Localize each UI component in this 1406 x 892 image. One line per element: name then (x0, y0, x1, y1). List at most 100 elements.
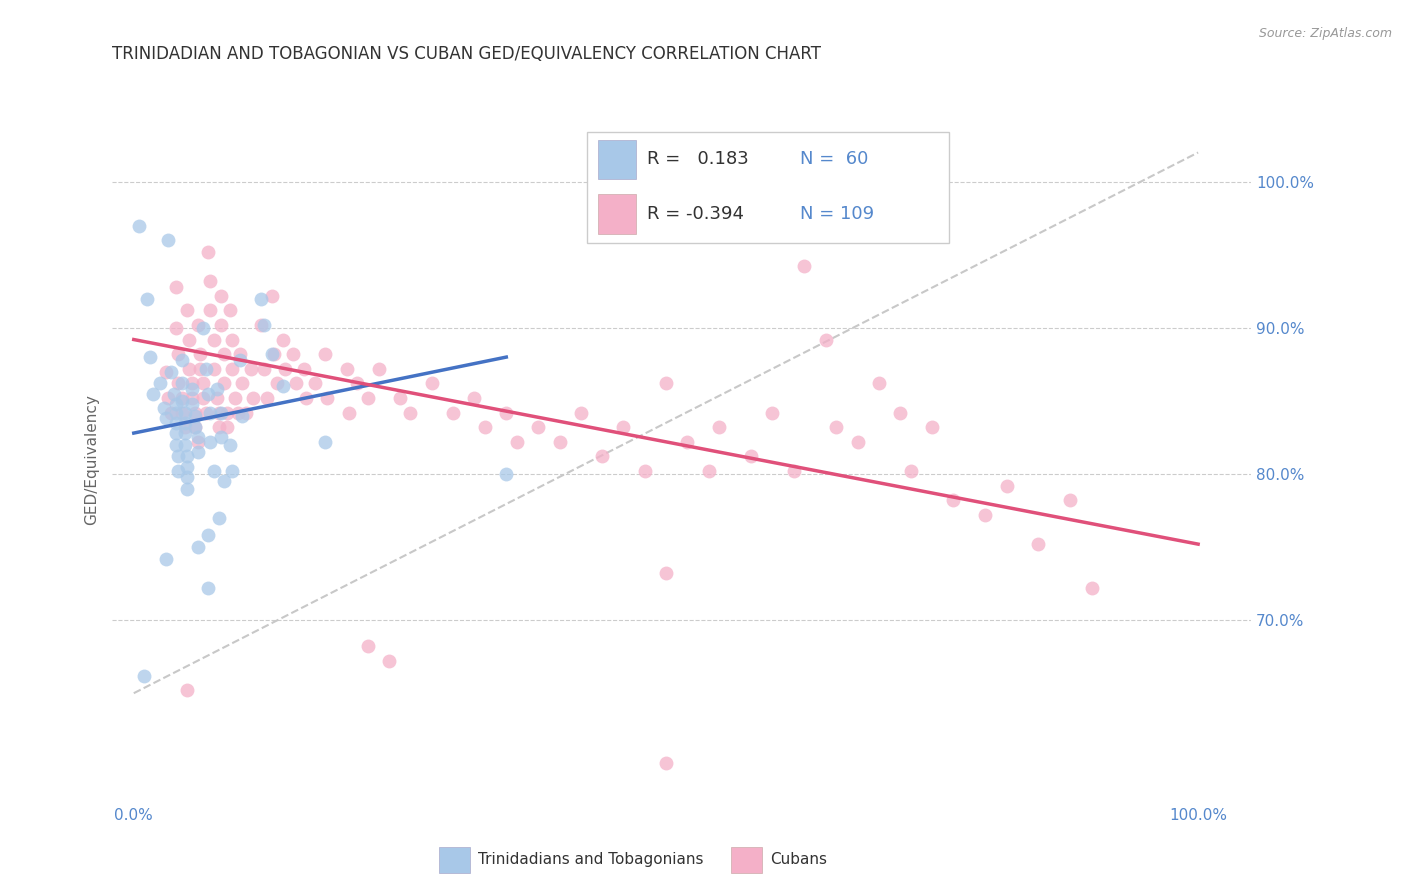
Point (179, 361, 201, 376)
Point (181, 391, 204, 405)
Point (200, 406, 222, 420)
Point (846, 434, 869, 449)
Point (176, 683, 198, 698)
Point (167, 376, 190, 391)
Point (974, 508, 997, 522)
Point (495, 406, 517, 420)
Point (173, 416, 195, 430)
Bar (439, 847, 470, 873)
Point (399, 406, 422, 420)
Point (212, 347, 235, 361)
Point (173, 438, 195, 452)
Point (495, 467, 517, 481)
Point (314, 347, 336, 361)
Point (262, 347, 284, 361)
Point (191, 321, 214, 335)
Point (221, 333, 243, 347)
Point (235, 406, 257, 420)
Point (221, 464, 243, 478)
Point (173, 426, 195, 441)
Point (176, 482, 198, 496)
Point (181, 397, 204, 411)
Point (208, 406, 231, 420)
Point (262, 289, 284, 303)
Point (271, 379, 294, 393)
Point (591, 450, 613, 464)
Point (163, 386, 186, 401)
Point (217, 420, 239, 434)
Point (208, 420, 231, 434)
Point (173, 420, 195, 434)
Point (676, 434, 699, 449)
Point (176, 470, 198, 484)
Point (218, 303, 240, 318)
Point (165, 438, 187, 452)
Point (165, 280, 187, 294)
Point (184, 420, 207, 434)
Point (231, 376, 253, 391)
Point (209, 430, 232, 444)
Point (346, 376, 368, 391)
Point (271, 333, 294, 347)
Point (205, 382, 228, 396)
Point (995, 478, 1018, 492)
Point (1080, 581, 1102, 595)
Point (187, 434, 209, 449)
Point (263, 347, 285, 361)
Point (165, 406, 187, 420)
Point (187, 540, 209, 554)
Y-axis label: GED/Equivalency: GED/Equivalency (84, 394, 100, 524)
Point (256, 391, 278, 405)
Point (170, 376, 193, 391)
Point (224, 391, 246, 405)
Point (655, 566, 678, 581)
Point (170, 393, 193, 408)
Point (868, 376, 890, 391)
Point (367, 361, 389, 376)
Point (697, 464, 720, 478)
Point (200, 303, 222, 318)
Point (197, 528, 219, 542)
Point (167, 464, 190, 478)
Point (250, 318, 273, 332)
Point (160, 365, 183, 379)
Point (527, 420, 550, 434)
Point (226, 406, 249, 420)
Point (167, 347, 190, 361)
Point (197, 386, 219, 401)
Point (388, 391, 411, 405)
Point (176, 459, 198, 474)
Point (212, 475, 235, 489)
Point (316, 391, 339, 405)
Point (184, 420, 207, 434)
Point (181, 376, 204, 391)
Point (252, 318, 274, 332)
Point (195, 406, 218, 420)
Point (197, 244, 219, 259)
Point (655, 376, 678, 391)
Point (1028, 537, 1050, 551)
Point (191, 391, 214, 405)
Point (378, 654, 401, 668)
FancyBboxPatch shape (588, 132, 949, 243)
Point (195, 361, 218, 376)
Point (212, 376, 235, 391)
Point (184, 406, 207, 420)
Point (761, 406, 783, 420)
Point (209, 318, 232, 332)
Point (314, 434, 336, 449)
Point (463, 391, 485, 405)
Point (205, 391, 228, 405)
Point (149, 376, 172, 391)
Point (569, 406, 592, 420)
Point (176, 303, 198, 318)
Point (221, 361, 243, 376)
Point (202, 464, 225, 478)
Point (1059, 493, 1081, 508)
Point (152, 401, 174, 416)
Point (202, 361, 225, 376)
Text: N = 109: N = 109 (800, 205, 873, 223)
Point (474, 420, 496, 434)
Point (167, 450, 190, 464)
Point (156, 391, 179, 405)
